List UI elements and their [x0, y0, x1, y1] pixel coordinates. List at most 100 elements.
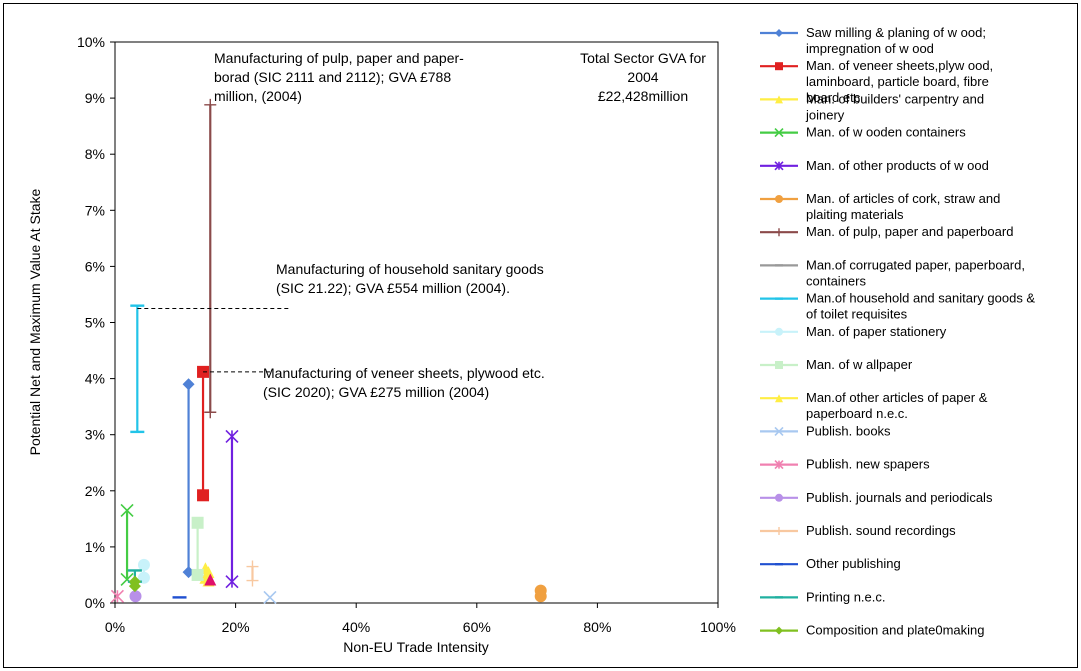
legend-entry: Man. of paper stationery [760, 324, 947, 339]
annotation-3: Manufacturing of household sanitary good… [276, 261, 544, 296]
legend-entry: Composition and plate0making [760, 623, 985, 638]
legend-swatch-marker [775, 493, 783, 502]
legend-label: Man.of corrugated paper, paperboard, cont… [806, 257, 1025, 288]
y-tick-label: 1% [85, 539, 105, 555]
x-tick-label: 100% [700, 619, 736, 635]
series-6 [534, 584, 547, 603]
series-5 [225, 429, 239, 589]
data-point [197, 489, 210, 502]
legend-entry: Man.of other articles of paper & paperboa… [760, 390, 988, 421]
data-point [204, 98, 217, 111]
y-tick-label: 9% [85, 90, 105, 106]
legend-entry: Publish. sound recordings [760, 523, 956, 538]
data-point [246, 574, 259, 587]
x-tick-label: 60% [463, 619, 491, 635]
x-tick-label: 20% [222, 619, 250, 635]
series-9 [130, 304, 145, 434]
series-14 [110, 589, 124, 603]
data-point [246, 560, 259, 573]
legend-entry: Other publishing [760, 556, 901, 571]
legend-label: Publish. journals and periodicals [806, 490, 993, 505]
y-tick-label: 2% [85, 483, 105, 499]
legend-entry: Publish. new spapers [760, 457, 930, 472]
series-1 [182, 378, 195, 579]
series-15 [129, 590, 142, 603]
legend-label: Publish. new spapers [806, 457, 930, 472]
legend-label: Publish. sound recordings [806, 523, 956, 538]
legend-label: Man. of pulp, paper and paperboard [806, 224, 1013, 239]
legend-label: Printing n.e.c. [806, 589, 886, 604]
y-tick-label: 7% [85, 202, 105, 218]
data-point [120, 503, 134, 518]
legend-swatch-marker [775, 95, 783, 104]
axis-ticks: 0% 1% 2% 3% 4% 5% 6% 7% 8% 9% 10% 0% 20% 40% 60% 80% 100… [77, 34, 736, 635]
legend-swatch-marker [775, 195, 783, 203]
data-point [137, 558, 150, 571]
series-7 [204, 98, 217, 419]
series-13 [263, 590, 277, 604]
annotation-1: Manufacturing of pulp, paper and paper-b… [214, 50, 464, 104]
series-4 [120, 503, 134, 587]
legend-label: Man. of w allpaper [806, 357, 913, 372]
legend-entry: Man.of household and sanitary goods & of … [760, 291, 1035, 322]
series-19 [128, 575, 141, 593]
x-tick-label: 0% [105, 619, 125, 635]
y-tick-label: 10% [77, 34, 105, 50]
legend-swatch-marker [775, 327, 783, 336]
legend: Saw milling & planing of w ood; impregnat… [760, 25, 1035, 638]
annotations: Manufacturing of pulp, paper and paper-b… [137, 50, 706, 400]
legend-entry: Man. of w ooden containers [760, 125, 966, 140]
y-tick-label: 3% [85, 427, 105, 443]
y-tick-label: 5% [85, 315, 105, 331]
legend-label: Man.of other articles of paper & paperboa… [806, 390, 988, 421]
data-point [263, 590, 277, 604]
legend-label: Man. of w ooden containers [806, 125, 966, 140]
series-11 [191, 516, 204, 581]
legend-label: Man. of builders' carpentry and joinery [805, 91, 984, 122]
legend-entry: Man. of w allpaper [760, 357, 913, 372]
legend-label: Publish. books [806, 423, 891, 438]
legend-swatch-marker [775, 527, 783, 535]
legend-entry: Man. of other products of w ood [760, 158, 989, 173]
data-point [191, 516, 204, 529]
legend-label: Man.of household and sanitary goods & of … [806, 291, 1035, 322]
legend-entry: Man.of corrugated paper, paperboard, cont… [760, 257, 1025, 288]
legend-label: Saw milling & planing of w ood; impregnat… [806, 25, 986, 56]
data-point [204, 406, 217, 419]
y-tick-label: 4% [85, 371, 105, 387]
plot-area [114, 41, 719, 604]
data-point [191, 568, 204, 581]
legend-swatch-marker [774, 128, 784, 138]
series-2 [197, 365, 210, 502]
legend-entry: Publish. books [760, 423, 891, 438]
legend-swatch-marker [775, 394, 783, 403]
legend-entry: Publish. journals and periodicals [760, 490, 993, 505]
legend-entry: Saw milling & planing of w ood; impregnat… [760, 25, 986, 56]
series-layer [110, 98, 547, 604]
data-point [225, 429, 239, 443]
annotation-4: Manufacturing of veneer sheets, plywood … [263, 365, 545, 400]
legend-entry: Man. of pulp, paper and paperboard [760, 224, 1013, 239]
legend-entry: Man. of veneer sheets,plyw ood, laminboar… [760, 58, 993, 105]
legend-swatch-marker [774, 161, 784, 171]
legend-label: Man. of articles of cork, straw and plait… [806, 191, 1000, 222]
legend-label: Composition and plate0making [806, 623, 985, 638]
legend-label: Man. of paper stationery [806, 324, 947, 339]
legend-label: Man. of veneer sheets,plyw ood, laminboar… [806, 58, 993, 105]
x-tick-label: 80% [583, 619, 611, 635]
x-axis-label: Non-EU Trade Intensity [343, 639, 489, 655]
legend-swatch-marker [775, 62, 783, 71]
data-point [110, 589, 124, 603]
legend-swatch-marker [775, 29, 783, 37]
data-point [182, 566, 195, 579]
plot-border [114, 41, 719, 604]
y-axis-label: Potential Net and Maximum Value At Stake [27, 188, 43, 455]
legend-swatch-marker [774, 460, 784, 470]
legend-label: Man. of other products of w ood [806, 158, 989, 173]
legend-label: Other publishing [806, 556, 901, 571]
legend-entry: Man. of articles of cork, straw and plait… [760, 191, 1000, 222]
data-point [225, 575, 239, 589]
data-point [204, 573, 217, 586]
legend-swatch-marker [775, 228, 783, 237]
